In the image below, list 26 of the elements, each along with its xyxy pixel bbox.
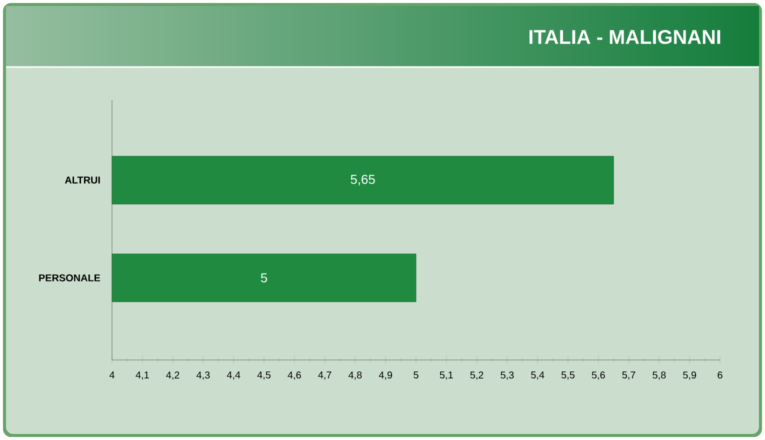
x-tick-label: 4,8: [348, 372, 362, 380]
x-tick-label: 5,4: [531, 372, 544, 380]
y-tick-label: PERSONALE: [39, 274, 100, 282]
x-tick-label: 5,7: [622, 372, 636, 380]
x-tick-label: 4,3: [196, 372, 210, 380]
x-tick-label: 5,2: [470, 372, 484, 380]
data-label: 5,65: [350, 174, 375, 186]
y-tick-label: ALTRUI: [64, 176, 100, 184]
x-tick-label: 5,3: [500, 372, 514, 380]
data-label: 5: [260, 273, 268, 282]
x-tick-label: 5,1: [440, 372, 453, 380]
x-tick-label: 4,7: [318, 372, 332, 380]
x-tick-label: 4,6: [288, 372, 301, 380]
x-tick-label: 5,9: [683, 372, 696, 380]
chart-title: ITALIA - MALIGNANI: [529, 30, 720, 44]
x-tick-label: 4,5: [257, 372, 271, 380]
x-tick-label: 5,5: [561, 372, 575, 380]
x-tick-label: 5: [414, 372, 418, 378]
x-tick-label: 4: [109, 372, 114, 378]
x-tick-label: 6: [718, 372, 722, 379]
x-tick-label: 4,9: [378, 372, 392, 380]
x-tick-label: 4,1: [136, 372, 149, 380]
x-tick-label: 5,8: [652, 372, 666, 380]
x-tick-label: 4,4: [226, 372, 240, 380]
x-tick-label: 5,6: [592, 372, 605, 380]
x-tick-label: 4,2: [166, 372, 180, 380]
